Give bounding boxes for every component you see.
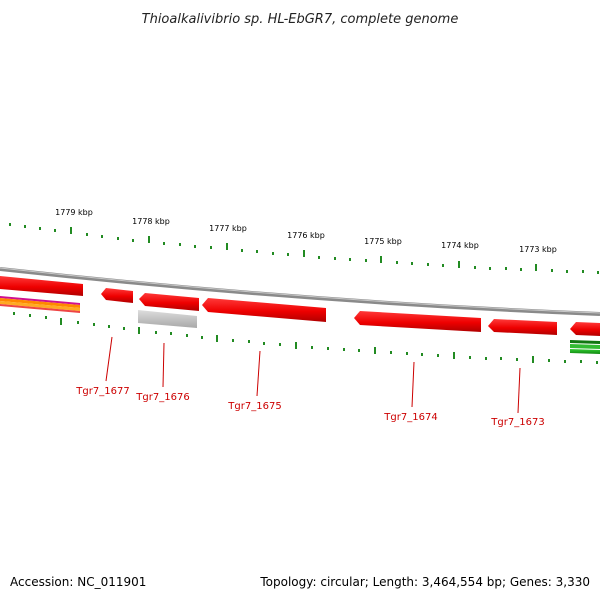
gene-label[interactable]: Tgr7_1673 [490,417,544,428]
left-feature-stack [0,276,83,313]
genome-backbone-highlight [0,267,600,314]
gene-label[interactable]: Tgr7_1677 [75,386,129,397]
map-title: Thioalkalivibrio sp. HL-EbGR7, complete … [142,12,459,27]
tick-label: 1777 kbp [209,224,247,233]
inner-tick-ring [13,312,598,364]
gene-arrow-tgr7-1674[interactable] [354,311,481,332]
gene-arrow-tgr7-1676[interactable] [138,293,199,328]
gene-arrow-tgr7-1677[interactable] [101,288,133,303]
genome-backbone [0,267,600,316]
outer-tick-ring [9,223,599,274]
label-leaders [105,336,521,414]
gene-label[interactable]: Tgr7_1675 [227,401,281,412]
genome-info-text: Topology: circular; Length: 3,464,554 bp… [260,575,590,589]
accession-text: Accession: NC_011901 [10,575,147,589]
tick-label: 1776 kbp [287,231,325,240]
gene-arrow-tgr7-1673[interactable] [488,319,557,335]
green-feature-stack [570,340,600,354]
gene-arrow-tgr7-1675[interactable] [202,298,326,322]
tick-label: 1775 kbp [364,237,402,246]
tick-label: 1779 kbp [55,208,93,217]
tick-label: 1778 kbp [132,217,170,226]
tick-label: 1773 kbp [519,245,557,254]
gene-label[interactable]: Tgr7_1674 [383,412,437,423]
gene-label[interactable]: Tgr7_1676 [135,392,189,403]
tick-label: 1774 kbp [441,241,479,250]
gene-arrow-right-edge[interactable] [570,322,600,336]
